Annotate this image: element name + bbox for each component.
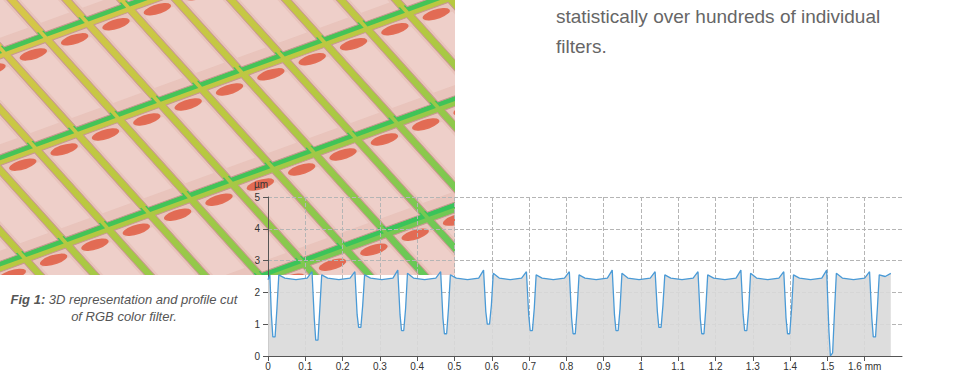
- svg-text:0.1: 0.1: [298, 361, 312, 372]
- html-text:Fig 1: 3D representation and p: Fig 1: 3D representation and profile cut…: [10, 292, 238, 324]
- svg-text:0.9: 0.9: [597, 361, 611, 372]
- svg-text:1.1: 1.1: [671, 361, 685, 372]
- svg-text:0.7: 0.7: [522, 361, 536, 372]
- svg-text:1.2: 1.2: [709, 361, 723, 372]
- svg-text:0.6: 0.6: [485, 361, 499, 372]
- svg-text:0.8: 0.8: [559, 361, 573, 372]
- svg-text:0.4: 0.4: [410, 361, 424, 372]
- html-text:filters.: filters.: [556, 36, 607, 57]
- svg-text:4: 4: [254, 223, 260, 234]
- svg-text:1: 1: [638, 361, 644, 372]
- svg-text:1: 1: [254, 319, 260, 330]
- svg-text:0.2: 0.2: [336, 361, 350, 372]
- svg-text:1.3: 1.3: [746, 361, 760, 372]
- html-text:statistically over hundreds of: statistically over hundreds of individua…: [556, 6, 881, 27]
- svg-text:1.4: 1.4: [783, 361, 797, 372]
- svg-text:5: 5: [254, 192, 260, 203]
- svg-text:0: 0: [254, 351, 260, 362]
- svg-text:0: 0: [265, 361, 271, 372]
- svg-text:1.6 mm: 1.6 mm: [848, 361, 881, 372]
- svg-text:µm: µm: [254, 179, 268, 190]
- svg-text:2: 2: [254, 287, 260, 298]
- svg-text:0.5: 0.5: [448, 361, 462, 372]
- svg-text:3: 3: [254, 255, 260, 266]
- svg-text:1.5: 1.5: [820, 361, 834, 372]
- svg-text:0.3: 0.3: [373, 361, 387, 372]
